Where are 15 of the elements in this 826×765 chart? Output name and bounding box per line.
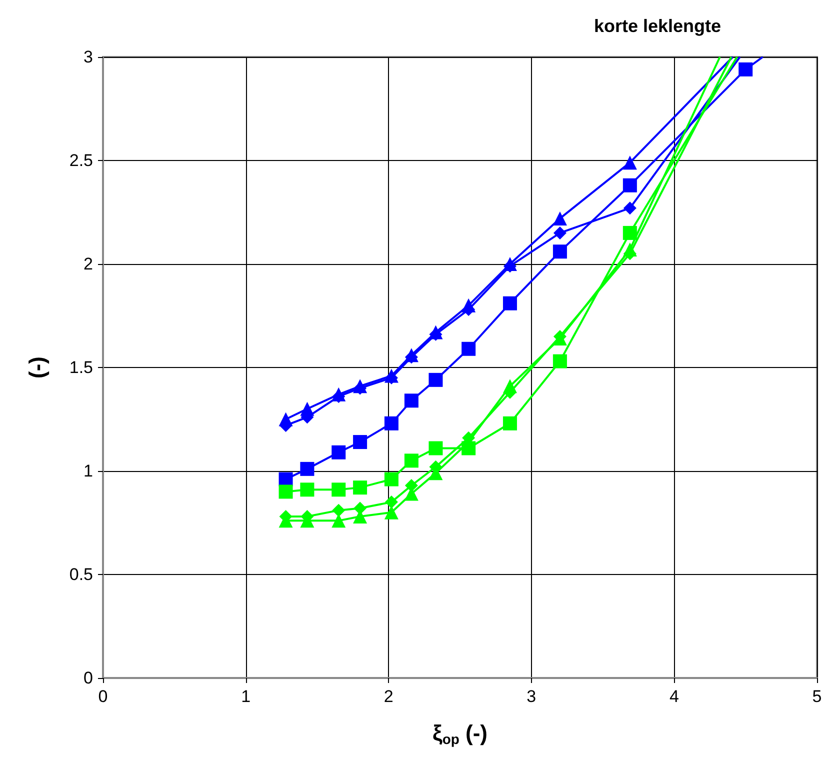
y-tick-label: 1.5 bbox=[69, 358, 93, 377]
x-tick-label: 0 bbox=[98, 687, 108, 706]
chart-title: korte leklengte bbox=[594, 16, 721, 36]
y-tick-label: 2.5 bbox=[69, 151, 93, 170]
y-tick-label: 3 bbox=[84, 48, 93, 66]
x-tick-label: 5 bbox=[812, 687, 822, 706]
y-tick-label: 2 bbox=[84, 254, 93, 274]
x-tick-label: 1 bbox=[241, 687, 251, 706]
x-tick-label: 4 bbox=[669, 687, 679, 706]
x-tick-label: 2 bbox=[384, 687, 394, 706]
y-tick-label: 0.5 bbox=[69, 565, 93, 584]
y-axis-title: (-) bbox=[24, 356, 50, 378]
x-tick-label: 3 bbox=[526, 687, 536, 706]
y-tick-label: 1 bbox=[84, 462, 93, 480]
y-tick-label: 0 bbox=[84, 668, 93, 688]
